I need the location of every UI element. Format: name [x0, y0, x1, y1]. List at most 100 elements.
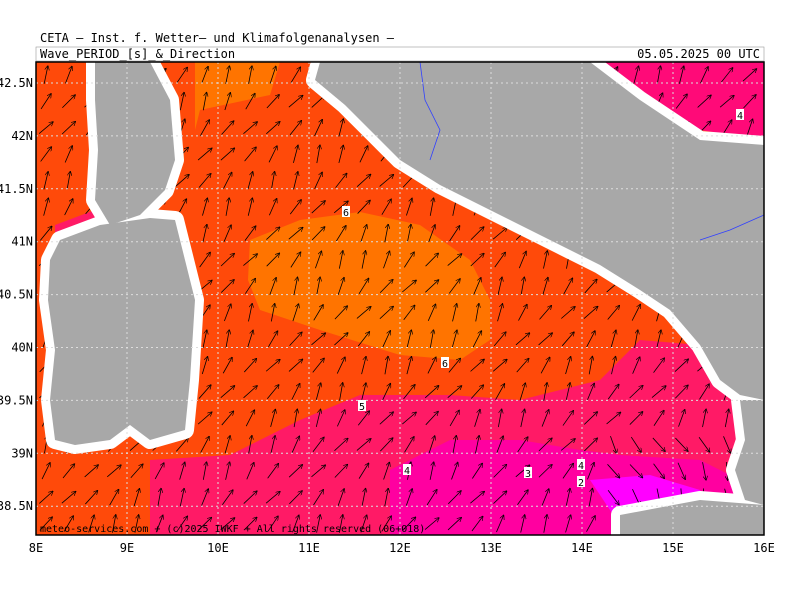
arrow — [85, 491, 97, 505]
arrow — [315, 383, 321, 401]
arrow — [334, 333, 347, 346]
arrow — [133, 489, 139, 507]
arrow — [311, 227, 324, 241]
arrow — [588, 489, 592, 507]
arrow — [357, 332, 369, 347]
contour-label-bg — [577, 476, 585, 487]
arrow — [43, 66, 48, 84]
arrow — [335, 174, 347, 188]
arrow — [243, 491, 257, 504]
arrow — [382, 384, 391, 401]
arrow — [493, 491, 506, 504]
arrow — [38, 122, 53, 134]
arrow — [155, 515, 163, 533]
arrow — [220, 386, 235, 398]
arrow — [702, 462, 706, 480]
lon-label: 14E — [571, 541, 593, 555]
arrow — [247, 198, 252, 216]
arrow — [497, 304, 503, 322]
arrow — [630, 436, 641, 452]
arrow — [470, 227, 484, 241]
arrow — [565, 515, 571, 533]
arrow — [428, 436, 435, 454]
arrow — [674, 359, 688, 372]
arrow — [610, 435, 616, 453]
arrow — [497, 277, 502, 296]
arrow — [607, 385, 619, 400]
arrow — [289, 332, 302, 346]
arrow — [293, 172, 298, 190]
arrow — [562, 464, 573, 479]
arrow — [651, 386, 666, 398]
arrow — [202, 330, 207, 348]
lon-label: 10E — [207, 541, 229, 555]
arrow — [40, 147, 52, 162]
arrow — [633, 66, 639, 84]
lat-label: 40.5N — [0, 288, 33, 302]
arrow — [268, 331, 277, 347]
arrow — [157, 489, 161, 507]
arrow — [492, 360, 507, 372]
arrow — [427, 304, 435, 321]
arrow — [447, 386, 462, 398]
arrow — [470, 254, 484, 267]
arrow — [266, 385, 278, 399]
arrow — [266, 122, 279, 135]
lon-label: 12E — [389, 541, 411, 555]
arrow — [334, 306, 347, 320]
arrow — [403, 305, 415, 321]
arrow — [293, 277, 298, 296]
arrow — [607, 464, 619, 477]
arrow — [201, 489, 208, 506]
arrow — [293, 409, 297, 428]
contour-label: 6 — [343, 208, 349, 219]
arrow — [565, 357, 571, 375]
arrow — [607, 306, 620, 320]
arrow — [743, 95, 756, 109]
arrow — [361, 357, 366, 375]
arrow — [315, 409, 320, 428]
arrow — [518, 251, 526, 269]
arrow — [266, 95, 279, 109]
arrow — [243, 122, 257, 134]
arrow — [379, 175, 394, 187]
lat-label: 42.5N — [0, 76, 33, 90]
contour-label: 4 — [737, 111, 743, 122]
arrow — [221, 411, 234, 426]
contour-label-bg — [577, 459, 585, 470]
arrow — [312, 358, 324, 373]
arrow — [565, 383, 570, 401]
arrow — [112, 515, 115, 533]
arrow — [402, 412, 416, 425]
arrow — [334, 465, 348, 478]
arrow — [518, 305, 526, 321]
arrow — [244, 226, 256, 241]
arrow — [629, 386, 643, 399]
arrow — [723, 436, 731, 453]
arrow — [88, 515, 94, 533]
arrow — [383, 462, 390, 480]
arrow — [337, 489, 344, 507]
arrow — [520, 515, 525, 533]
arrow — [179, 462, 185, 480]
arrow — [225, 330, 229, 348]
arrow — [202, 462, 206, 480]
contour-label: 4 — [404, 466, 410, 477]
arrow — [198, 174, 211, 188]
arrow — [584, 438, 597, 452]
arrow — [39, 491, 52, 504]
arrow — [406, 198, 412, 216]
arrow — [179, 93, 184, 111]
lat-label: 41N — [11, 235, 33, 249]
arrow — [470, 359, 484, 372]
arrow — [225, 462, 230, 480]
arrow — [470, 385, 483, 399]
arrow — [222, 490, 232, 505]
arrow — [268, 199, 276, 216]
contour-label-bg — [736, 109, 744, 120]
arrow — [471, 517, 483, 532]
arrow — [84, 465, 98, 478]
arrow — [43, 198, 49, 216]
arrow — [543, 515, 547, 533]
arrow — [339, 383, 343, 401]
